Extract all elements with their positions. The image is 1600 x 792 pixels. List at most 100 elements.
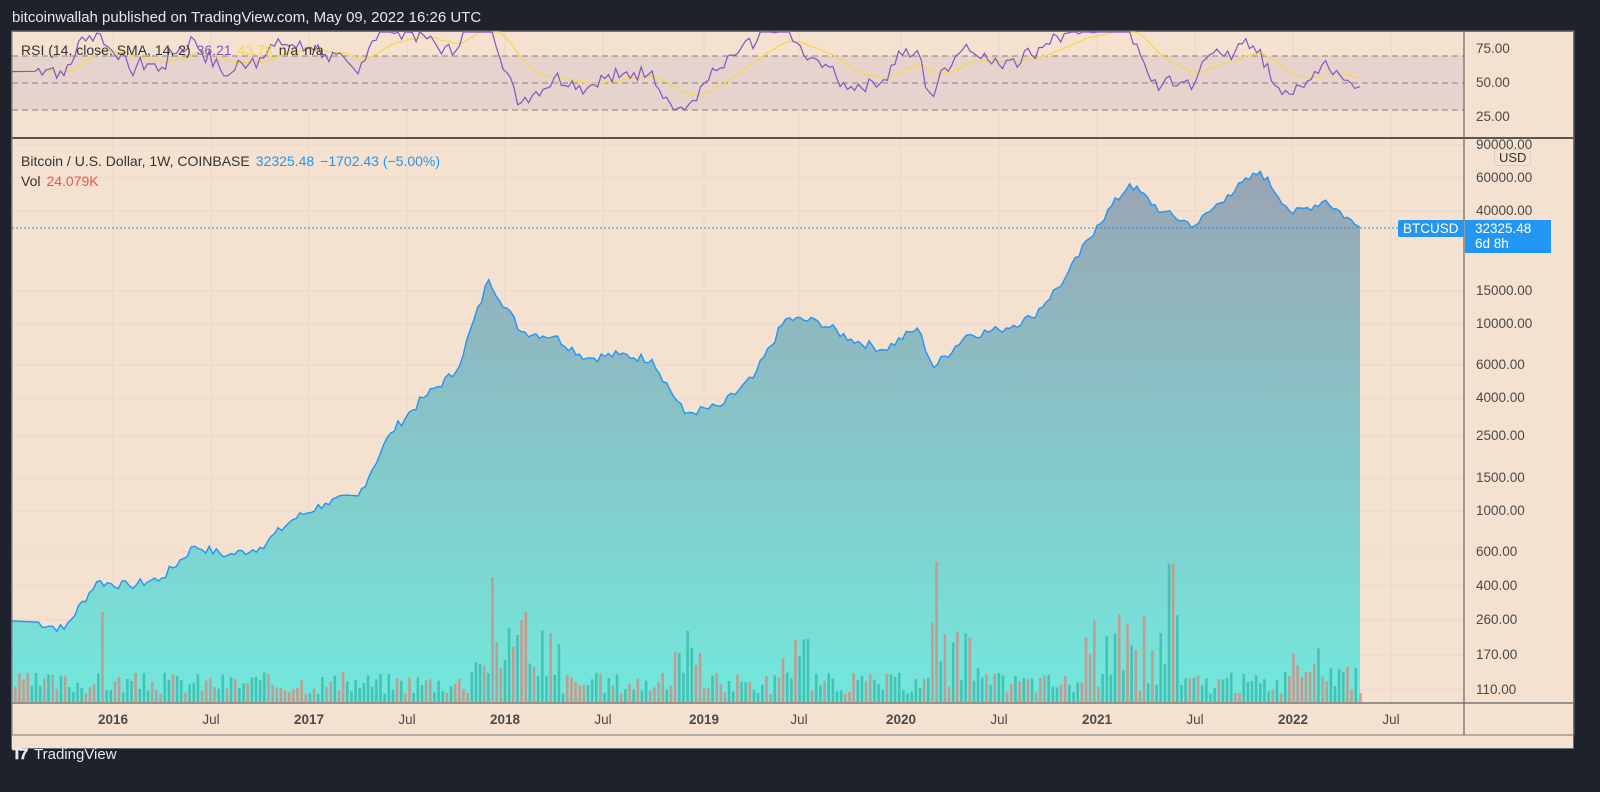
volume-bar	[690, 647, 694, 702]
volume-bar	[192, 682, 196, 702]
volume-bar	[790, 678, 793, 702]
volume-bar	[246, 683, 249, 702]
volume-bar	[1039, 677, 1042, 702]
volume-bar	[1221, 679, 1225, 702]
volume-bar	[188, 684, 191, 702]
tradingview-logo[interactable]: 𝐓𝟕 TradingView	[12, 746, 117, 763]
volume-bar	[1034, 692, 1038, 702]
rsi-label: RSI (14, close, SMA, 14, 2)	[21, 42, 191, 58]
volume-bar	[1246, 681, 1250, 702]
volume-bar	[852, 673, 855, 702]
last-price: 32325.48	[255, 153, 315, 169]
volume-bar	[445, 692, 449, 702]
symbol-price-label: BTCUSD	[1398, 220, 1464, 237]
volume-bar	[541, 630, 544, 702]
volume-bar	[1084, 637, 1088, 702]
volume-bar	[375, 679, 378, 702]
volume-bar	[856, 680, 860, 702]
volume-bar	[134, 673, 137, 702]
symbol-description: Bitcoin / U.S. Dollar, 1W, COINBASE	[21, 153, 250, 169]
rsi-legend[interactable]: RSI (14, close, SMA, 14, 2) 36.21 43.78 n/a…	[21, 42, 330, 58]
volume-bar	[918, 687, 922, 702]
volume-bar	[1097, 686, 1100, 702]
volume-bar	[1101, 674, 1104, 702]
volume-bar	[126, 679, 129, 702]
volume-bar	[881, 689, 884, 702]
volume-bar	[105, 690, 108, 702]
volume-bar	[561, 693, 565, 702]
volume-bar	[935, 562, 938, 702]
volume-bar	[582, 684, 586, 702]
volume-bar	[931, 621, 934, 702]
volume-bar	[814, 673, 818, 702]
volume-bar	[939, 661, 943, 702]
volume-bar	[607, 678, 611, 702]
volume-bar	[97, 673, 100, 702]
volume-bar	[1005, 692, 1009, 702]
price-axis-tick: 110.00	[1476, 682, 1517, 697]
volume-bar	[943, 634, 947, 702]
volume-bar	[26, 672, 30, 702]
volume-bar	[387, 673, 391, 702]
volume-bar	[619, 693, 623, 702]
volume-bar	[756, 692, 760, 702]
volume-label: Vol	[21, 173, 41, 189]
volume-bar	[1292, 653, 1295, 702]
volume-bar	[47, 674, 50, 702]
price-legend[interactable]: Bitcoin / U.S. Dollar, 1W, COINBASE 32325…	[21, 153, 446, 169]
volume-bar	[599, 674, 602, 702]
volume-bar	[72, 691, 75, 702]
price-axis-tick: 60000.00	[1476, 170, 1533, 185]
volume-bar	[844, 693, 847, 702]
time-axis-tick: Jul	[202, 712, 220, 727]
volume-bar	[528, 663, 532, 702]
volume-bar	[798, 655, 801, 702]
volume-bar	[412, 692, 415, 702]
volume-bar	[748, 682, 752, 702]
volume-bar	[424, 680, 428, 702]
volume-bar	[777, 677, 781, 702]
volume-bar	[1014, 676, 1017, 702]
volume-bar	[624, 689, 627, 702]
volume-bar	[1113, 633, 1117, 702]
rsi-axis-tick: 75.00	[1476, 41, 1510, 56]
volume-bar	[1296, 665, 1299, 702]
volume-bar	[171, 674, 175, 702]
time-axis-tick: Jul	[990, 712, 1008, 727]
volume-bar	[503, 659, 507, 702]
volume-bar	[910, 691, 913, 702]
volume-bar	[453, 683, 457, 702]
volume-bar	[1184, 678, 1187, 702]
volume-bar	[1026, 679, 1030, 702]
rsi-na-2: n/a	[304, 42, 324, 58]
volume-bar	[150, 682, 154, 702]
rsi-sma-line	[12, 31, 1361, 96]
volume-bar	[1342, 671, 1345, 702]
time-axis-tick: Jul	[1382, 712, 1400, 727]
volume-bar	[927, 677, 930, 702]
volume-bar	[113, 681, 117, 702]
price-axis-tick: 260.00	[1476, 612, 1518, 627]
currency-badge[interactable]: USD	[1494, 149, 1532, 166]
volume-bar	[350, 691, 353, 702]
volume-bar	[462, 689, 465, 702]
volume-legend[interactable]: Vol 24.079K	[21, 173, 105, 189]
volume-bar	[1117, 614, 1121, 702]
volume-bar	[499, 668, 503, 702]
volume-bar	[391, 689, 395, 702]
price-axis-tick: 400.00	[1476, 578, 1518, 593]
time-axis-tick: Jul	[594, 712, 612, 727]
volume-bar	[964, 633, 967, 702]
volume-bar	[1001, 675, 1005, 702]
volume-bar	[1180, 684, 1183, 702]
volume-bar	[827, 673, 830, 702]
volume-bar	[682, 672, 685, 702]
volume-bar	[1196, 675, 1200, 702]
price-axis-tick: 90000.00	[1476, 137, 1533, 152]
volume-bar	[744, 682, 747, 702]
volume-bar	[1080, 682, 1084, 702]
volume-bar	[516, 635, 519, 702]
rsi-axis-tick: 50.00	[1476, 75, 1510, 90]
volume-bar	[370, 686, 374, 702]
